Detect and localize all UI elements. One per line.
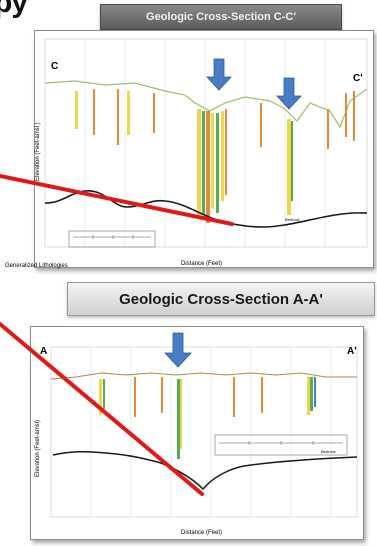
aa-ground-surface-line: [50, 372, 357, 380]
aa-y-axis-label: Elevation (Feet-amsl): [35, 420, 41, 477]
cross-section-aa-figure: Bedrock A A' Elevation (Feet-amsl) Dista…: [35, 332, 358, 536]
aa-frame: [50, 346, 358, 518]
aa-grid: [90, 347, 332, 517]
red-line-aa: [0, 322, 204, 496]
cc-scale-bar: [68, 230, 156, 248]
aa-borehole-logs: [99, 377, 316, 459]
cross-section-cc-title: Geologic Cross-Section C-C': [100, 4, 342, 30]
cc-bedrock-label: Bedrock: [285, 217, 300, 222]
cross-section-aa-panel: Bedrock A A' Elevation (Feet-amsl) Dista…: [30, 326, 364, 540]
cc-grid: [84, 39, 326, 247]
cc-left-label: C: [51, 61, 58, 72]
cc-blue-arrow-right: [276, 77, 302, 110]
cc-bottom-left-caption: Generalized Lithologies: [5, 263, 68, 269]
cc-frame: [44, 38, 368, 248]
red-line-cc: [0, 174, 234, 226]
cc-borehole-logs: [75, 89, 355, 223]
cc-ground-surface-line: [44, 80, 368, 129]
aa-scale-bar: [214, 434, 348, 456]
partial-slide-heading: py: [0, 0, 28, 19]
cross-section-aa-title: Geologic Cross-Section A-A': [67, 282, 375, 316]
aa-left-label: A: [40, 346, 47, 357]
cross-section-cc-figure: Bedrock C C' Elevation (Feet-amsl ) Dist…: [5, 38, 368, 269]
cc-bedrock-line: [44, 190, 368, 228]
aa-right-label: A': [347, 346, 357, 357]
cc-y-axis-label: Elevation (Feet-amsl ): [35, 122, 41, 181]
aa-x-axis-label: Distance (Feet): [181, 530, 222, 536]
aa-blue-arrow: [164, 332, 192, 368]
cross-section-cc-panel: Bedrock C C' Elevation (Feet-amsl ) Dist…: [5, 30, 374, 269]
aa-bedrock-label: Bedrock: [321, 449, 336, 454]
cc-right-label: C': [353, 73, 363, 84]
cc-blue-arrow-left: [206, 58, 232, 91]
cc-x-axis-label: Distance (Feet): [181, 261, 222, 267]
aa-bedrock-line: [52, 450, 358, 491]
